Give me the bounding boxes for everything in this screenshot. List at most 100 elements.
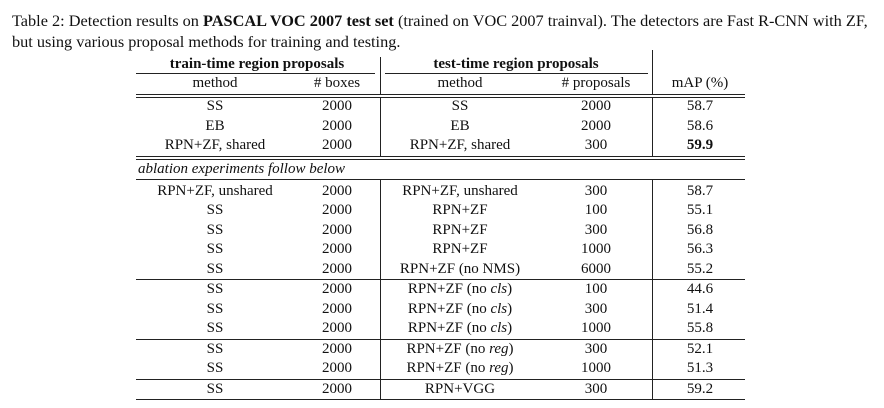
- cell: 300: [584, 182, 608, 199]
- cell: 6000: [581, 260, 611, 277]
- cell-part: ): [507, 320, 513, 336]
- cell: 2000: [322, 202, 352, 218]
- cell: 300: [584, 137, 608, 153]
- cell: 1000: [581, 320, 611, 336]
- rule: [136, 158, 745, 160]
- cell: 2000: [322, 260, 352, 277]
- cell: RPN+ZF (no cls): [360, 300, 560, 318]
- cell: RPN+ZF (no reg): [360, 359, 560, 377]
- cell: 2000: [581, 98, 611, 114]
- rule: [136, 338, 745, 340]
- cell: 100: [584, 281, 608, 297]
- cell-part: ): [507, 281, 513, 297]
- caption: Table 2: Detection results on PASCAL VOC…: [12, 10, 880, 52]
- cell: 300: [584, 380, 608, 397]
- cell: 55.2: [686, 260, 714, 277]
- rule: [385, 73, 648, 74]
- cell: RPN+ZF, unshared: [402, 182, 518, 199]
- cell: RPN+ZF (no NMS): [399, 260, 521, 277]
- cell: EB: [450, 117, 470, 134]
- rule: [136, 178, 745, 180]
- cell: 51.4: [686, 300, 714, 317]
- column-header: # proposals: [561, 75, 631, 91]
- cell: 300: [584, 340, 608, 357]
- cell-part: RPN+ZF (no: [406, 340, 486, 357]
- cell: 2000: [581, 117, 611, 134]
- cell: 1000: [581, 241, 611, 257]
- cell: 2000: [322, 117, 352, 134]
- column-header: # boxes: [313, 75, 361, 91]
- cell: SS: [206, 281, 224, 297]
- column-rule: [380, 178, 381, 400]
- cell: SS: [206, 320, 224, 336]
- cell: SS: [451, 98, 469, 114]
- cell: RPN+ZF, shared: [164, 137, 266, 153]
- column-rule: [652, 97, 653, 156]
- cell: 2000: [322, 360, 352, 376]
- cell: 2000: [322, 221, 352, 238]
- rule: [136, 378, 745, 380]
- cell-part: cls: [490, 300, 508, 317]
- cell: RPN+ZF (no cls): [360, 319, 560, 337]
- cell: 2000: [322, 300, 352, 317]
- column-rule: [652, 50, 653, 94]
- cell: 58.7: [686, 182, 714, 199]
- rule: [136, 399, 745, 400]
- rule: [136, 97, 745, 98]
- cell-part: RPN+ZF (no: [407, 281, 487, 297]
- cell: RPN+VGG: [424, 380, 496, 397]
- rule: [136, 155, 745, 157]
- cell: 2000: [322, 281, 352, 297]
- cell: 2000: [322, 320, 352, 336]
- cell: RPN+ZF (no cls): [360, 280, 560, 298]
- cell: EB: [205, 117, 225, 134]
- cell: 1000: [581, 360, 611, 376]
- caption-bold: PASCAL VOC 2007 test set: [203, 11, 394, 30]
- cell: RPN+ZF: [432, 241, 488, 257]
- note: ablation experiments follow below: [138, 160, 346, 177]
- group-header: train-time region proposals: [169, 56, 345, 72]
- cell: SS: [206, 380, 224, 397]
- cell: 300: [584, 221, 608, 238]
- cell: 58.6: [686, 117, 714, 134]
- caption-text: (trained on VOC 2007 trainval). The dete…: [12, 11, 868, 51]
- column-rule: [380, 57, 381, 94]
- cell: 56.3: [686, 241, 714, 257]
- cell: 51.3: [686, 360, 714, 376]
- cell: 59.9: [686, 137, 714, 153]
- cell: 44.6: [686, 281, 714, 297]
- cell: SS: [206, 202, 224, 218]
- rule: [136, 73, 375, 74]
- column-header: method: [192, 75, 238, 91]
- cell: 300: [584, 300, 608, 317]
- rule: [136, 94, 745, 95]
- column-rule: [380, 97, 381, 156]
- cell: RPN+ZF: [432, 221, 488, 238]
- cell-part: RPN+ZF (no: [407, 300, 487, 317]
- cell-part: reg: [489, 360, 509, 376]
- cell-part: ): [508, 340, 514, 357]
- cell: SS: [206, 340, 224, 357]
- cell-part: ): [508, 360, 514, 376]
- cell: SS: [206, 241, 224, 257]
- cell: 2000: [322, 182, 352, 199]
- cell: SS: [206, 221, 224, 238]
- column-header: method: [437, 75, 483, 91]
- caption-text: Table 2: Detection results on: [12, 11, 199, 30]
- cell: 2000: [322, 137, 352, 153]
- cell: 2000: [322, 380, 352, 397]
- cell: 55.8: [686, 320, 714, 336]
- cell-part: cls: [490, 320, 508, 336]
- cell: 55.1: [686, 202, 714, 218]
- cell-part: reg: [489, 340, 509, 357]
- cell: SS: [206, 260, 224, 277]
- cell: 100: [584, 202, 608, 218]
- cell: SS: [206, 300, 224, 317]
- group-header: test-time region proposals: [433, 56, 599, 72]
- cell: 52.1: [686, 340, 714, 357]
- cell: SS: [206, 98, 224, 114]
- cell-part: ): [507, 300, 513, 317]
- cell: 2000: [322, 98, 352, 114]
- cell: SS: [206, 360, 224, 376]
